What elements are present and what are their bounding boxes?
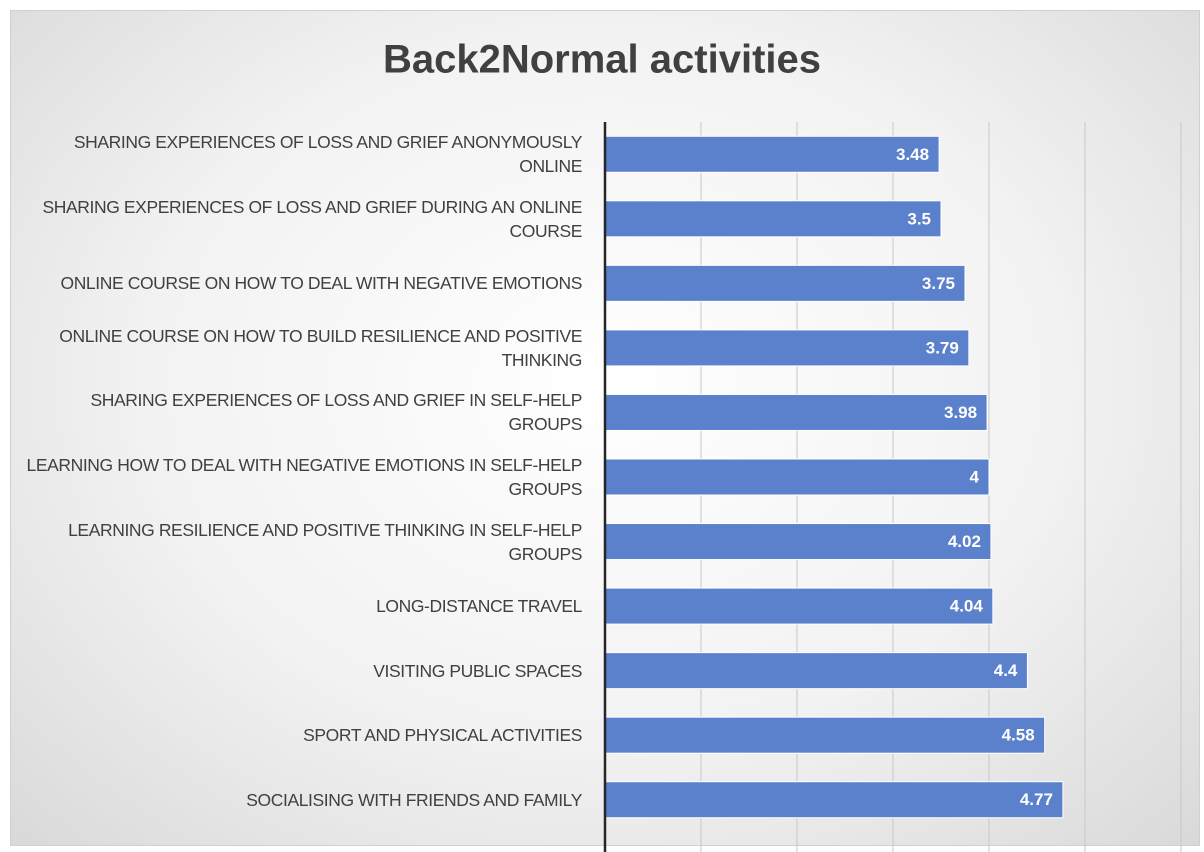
value-label: 4.4	[994, 661, 1018, 680]
bar	[604, 587, 994, 625]
value-label: 3.5	[907, 209, 931, 228]
bar	[604, 458, 990, 496]
y-tick-label: LONG-DISTANCE TRAVEL	[376, 596, 582, 617]
value-label: 3.48	[896, 145, 929, 164]
bar	[604, 781, 1064, 819]
bar	[604, 135, 940, 173]
y-tick-label: SHARING EXPERIENCES OF LOSS AND GRIEF DU…	[42, 196, 583, 241]
y-tick-label: ONLINE COURSE ON HOW TO BUILD RESILIENCE…	[59, 325, 582, 370]
value-label: 4.04	[950, 597, 984, 616]
y-tick-label: SHARING EXPERIENCES OF LOSS AND GRIEF AN…	[73, 132, 583, 177]
bar	[604, 393, 988, 431]
bar	[604, 652, 1028, 690]
value-label: 3.75	[922, 274, 955, 293]
value-label: 4.77	[1020, 790, 1053, 809]
bar	[604, 523, 992, 561]
value-label: 4	[970, 467, 980, 486]
value-label: 4.02	[948, 532, 981, 551]
value-label: 4.58	[1002, 726, 1035, 745]
y-tick-label: SOCIALISING WITH FRIENDS AND FAMILY	[246, 789, 582, 810]
y-tick-label: ONLINE COURSE ON HOW TO DEAL WITH NEGATI…	[60, 273, 582, 294]
y-tick-label: SHARING EXPERIENCES OF LOSS AND GRIEF IN…	[90, 390, 582, 435]
bar	[604, 329, 970, 367]
y-tick-label: SPORT AND PHYSICAL ACTIVITIES	[303, 725, 582, 746]
value-label: 3.98	[944, 403, 977, 422]
y-tick-label: VISITING PUBLIC SPACES	[373, 660, 582, 681]
chart-title: Back2Normal activities	[383, 38, 821, 82]
bar	[604, 264, 966, 302]
bar	[604, 716, 1046, 754]
y-tick-label: LEARNING RESILIENCE AND POSITIVE THINKIN…	[68, 519, 582, 564]
bar	[604, 200, 942, 238]
y-tick-label: LEARNING HOW TO DEAL WITH NEGATIVE EMOTI…	[26, 455, 582, 499]
value-label: 3.79	[926, 338, 959, 357]
